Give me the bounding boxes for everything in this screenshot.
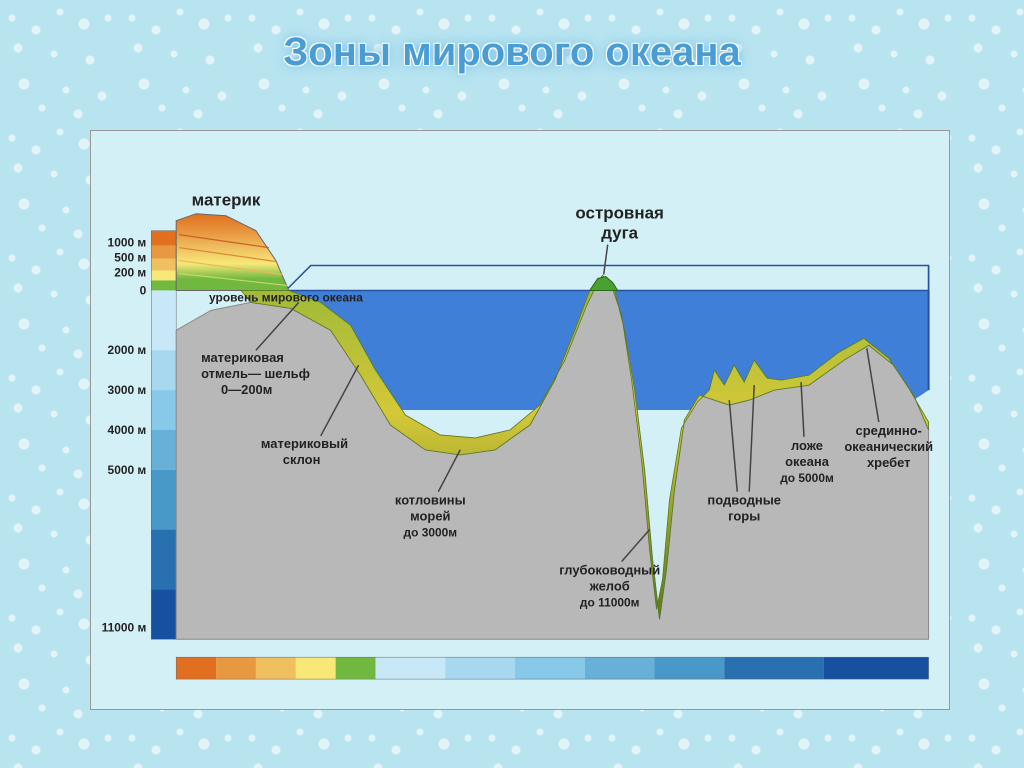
scale-0: 0 [140,283,147,297]
scale-11000: 11000 м [102,620,147,634]
label-shelf-1: материковая [201,350,284,365]
label-trench-3: до 11000м [580,595,640,609]
label-seamount-1: подводные [707,493,781,508]
bottom-scale [176,657,928,679]
scale-3000: 3000 м [108,383,147,397]
page-title: Зоны мирового океана [0,30,1024,75]
label-ridge-2: океанический [844,439,933,454]
ocean-zones-diagram: 1000 м 500 м 200 м 0 2000 м 3000 м 4000 … [90,130,950,710]
label-bed-2: океана [785,454,830,469]
scale-5000: 5000 м [108,463,147,477]
label-slope-2: склон [283,452,321,467]
label-island-arc-2: дуга [601,224,638,243]
scale-2000: 2000 м [108,343,147,357]
island-arc-top [590,276,618,290]
scale-200: 200 м [114,265,146,279]
pointer-island-arc [604,245,608,275]
label-ridge-3: хребет [867,455,910,470]
label-bed-3: до 5000м [780,471,834,485]
label-seamount-2: горы [728,509,760,524]
scale-1000: 1000 м [108,236,147,250]
label-trench-2: желоб [589,578,630,593]
label-continent: материк [192,191,261,210]
label-ridge-1: срединно- [856,423,922,438]
label-island-arc-1: островная [575,204,663,223]
label-shelf-2: отмель— шельф [201,366,310,381]
label-basin-3: до 3000м [404,526,458,540]
scale-4000: 4000 м [108,423,147,437]
label-sea-level: уровень мирового океана [209,290,363,304]
diagram-svg: 1000 м 500 м 200 м 0 2000 м 3000 м 4000 … [91,131,949,709]
scale-500: 500 м [114,251,146,265]
label-bed-1: ложе [791,438,823,453]
label-trench-1: глубоководный [559,562,660,577]
label-basin-2: морей [410,509,450,524]
label-basin-1: котловины [395,493,466,508]
depth-scale [151,231,176,640]
label-slope-1: материковый [261,436,348,451]
label-shelf-3: 0—200м [221,382,272,397]
